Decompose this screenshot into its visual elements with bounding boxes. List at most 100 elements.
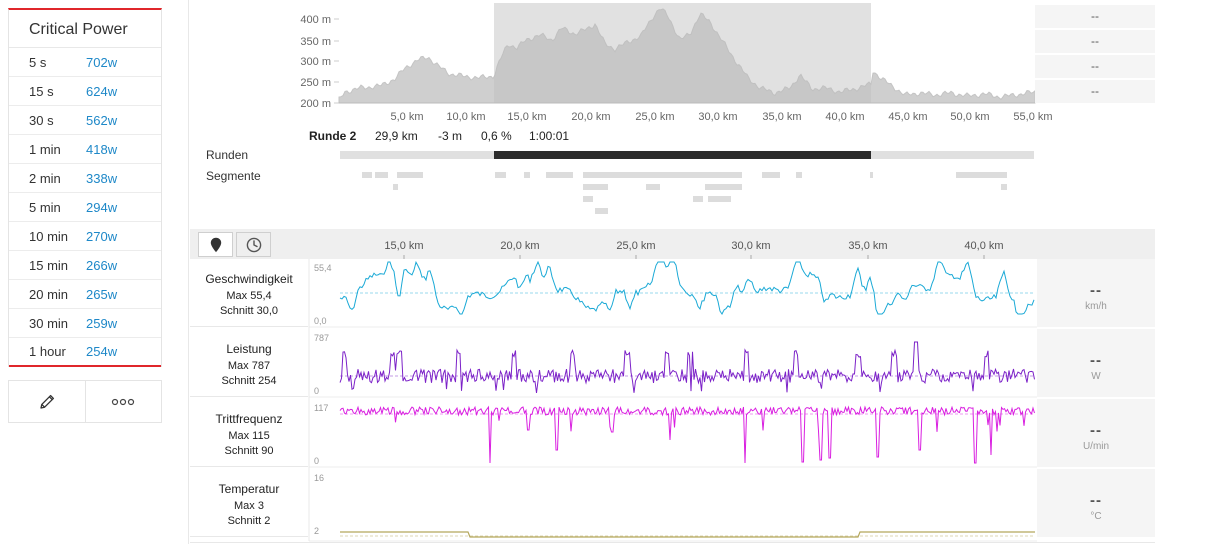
elevation-tick-label: 300 m [300,56,331,68]
critical-power-duration: 1 hour [29,344,66,359]
distance-tick-label: 40,0 km [825,111,864,123]
segment-bar[interactable] [705,184,742,190]
elevation-tick-label: 350 m [300,36,331,48]
segment-bar[interactable] [870,172,873,178]
lap-elevation: -3 m [438,129,462,143]
overview-side-value-1: -- [1035,5,1155,28]
segment-bar[interactable] [362,172,372,178]
distance-tick-label: 25,0 km [635,111,674,123]
critical-power-row: 30 s 562w [9,106,161,135]
stream-name: Geschwindigkeit [205,272,293,286]
stream-axis-max-label: 16 [314,473,324,483]
segment-bar[interactable] [693,196,703,202]
stream-current-value: -- [1090,352,1102,369]
segment-bar[interactable] [796,172,802,178]
critical-power-value: 338w [86,170,118,186]
stream-max: Max 3 [234,500,264,512]
more-horizontal-icon [112,398,135,405]
segment-bar[interactable] [375,172,388,178]
segment-bar[interactable] [583,184,608,190]
lap-bar-3[interactable] [871,151,1034,159]
segment-bar[interactable] [762,172,780,178]
segment-bar[interactable] [495,172,506,178]
stream-axis-min-label: 0 [314,386,319,396]
segment-bar[interactable] [583,196,593,202]
critical-power-duration: 2 min [29,170,61,186]
stream-current-value-power: -- W [1037,329,1155,397]
critical-power-duration: 30 min [29,315,69,331]
stream-average: Schnitt 90 [224,445,274,457]
critical-power-value: 624w [86,83,118,99]
stream-axis-max-label: 117 [314,403,328,413]
stream-distance-tick-label: 35,0 km [848,240,887,252]
segment-bar[interactable] [393,184,398,190]
stream-label-cadence: Trittfrequenz Max 115 Schnitt 90 [190,399,308,467]
segment-bar[interactable] [546,172,573,178]
elevation-tick-label: 250 m [300,77,331,89]
stream-average: Schnitt 254 [221,375,277,387]
critical-power-row: 15 min 266w [9,251,161,280]
overview-side-value-4: -- [1035,80,1155,103]
stream-axis-min-label: 2 [314,526,319,536]
chart-bottom-border [190,542,1155,543]
pencil-icon [40,394,54,409]
clock-icon [246,237,261,252]
lap-bar-1[interactable] [340,151,494,159]
critical-power-row: 30 min 259w [9,309,161,338]
critical-power-row: 10 min 270w [9,222,161,251]
distance-tick-label: 30,0 km [698,111,737,123]
stream-distance-tick-label: 15,0 km [384,240,423,252]
critical-power-actions [8,380,162,423]
segment-bar[interactable] [583,172,742,178]
stream-max: Max 115 [228,430,270,442]
elevation-tick-label: 400 m [300,14,331,26]
distance-mode-button[interactable] [198,232,233,257]
stream-unit: U/min [1082,441,1110,452]
critical-power-value: 270w [86,228,118,244]
critical-power-value: 294w [86,199,118,215]
elevation-tick-label: 200 m [300,98,331,110]
segment-bar[interactable] [397,172,423,178]
edit-button[interactable] [9,381,85,422]
segments-row-label: Segmente [206,169,261,183]
segment-bar[interactable] [1001,184,1007,190]
stream-current-value-cadence: -- U/min [1037,399,1155,467]
segment-bar[interactable] [595,208,608,214]
stream-line-temp [340,531,1035,538]
critical-power-duration: 15 min [29,257,69,273]
stream-axis-max-label: 787 [314,333,329,343]
segment-bar[interactable] [646,184,660,190]
selected-lap-overlay[interactable] [494,3,871,103]
stream-label-power: Leistung Max 787 Schnitt 254 [190,329,308,397]
lap-time: 1:00:01 [529,129,570,143]
map-pin-icon [210,237,221,252]
stream-unit: km/h [1085,301,1107,312]
critical-power-duration: 30 s [29,112,54,128]
panel-divider [188,0,189,544]
stream-name: Leistung [226,342,272,356]
segment-bar[interactable] [524,172,530,178]
segment-bar[interactable] [708,196,731,202]
distance-tick-label: 50,0 km [950,111,989,123]
more-options-button[interactable] [84,381,162,422]
critical-power-value: 265w [86,286,118,302]
critical-power-row: 5 min 294w [9,193,161,222]
elevation-overview-chart[interactable]: 400 m 350 m 300 m 250 m 200 m 5,0 km 10,0 km 1… [0,0,1224,230]
stream-axis-min-label: 0,0 [314,316,327,326]
stream-axis-max-label: 55,4 [314,263,332,273]
segment-bar[interactable] [956,172,1007,178]
lap-bar-2-selected[interactable] [494,151,871,159]
time-mode-button[interactable] [236,232,271,257]
critical-power-value: 702w [86,54,118,70]
stream-name: Temperatur [218,482,280,496]
critical-power-duration: 5 s [29,54,47,70]
chart-toolbar [190,229,1155,259]
stream-name: Trittfrequenz [215,412,283,426]
stream-distance-tick-label: 30,0 km [731,240,770,252]
critical-power-duration: 1 min [29,141,61,157]
critical-power-row: 15 s 624w [9,77,161,106]
stream-current-value: -- [1090,492,1102,509]
critical-power-duration: 10 min [29,228,69,244]
overview-side-value-2: -- [1035,30,1155,53]
